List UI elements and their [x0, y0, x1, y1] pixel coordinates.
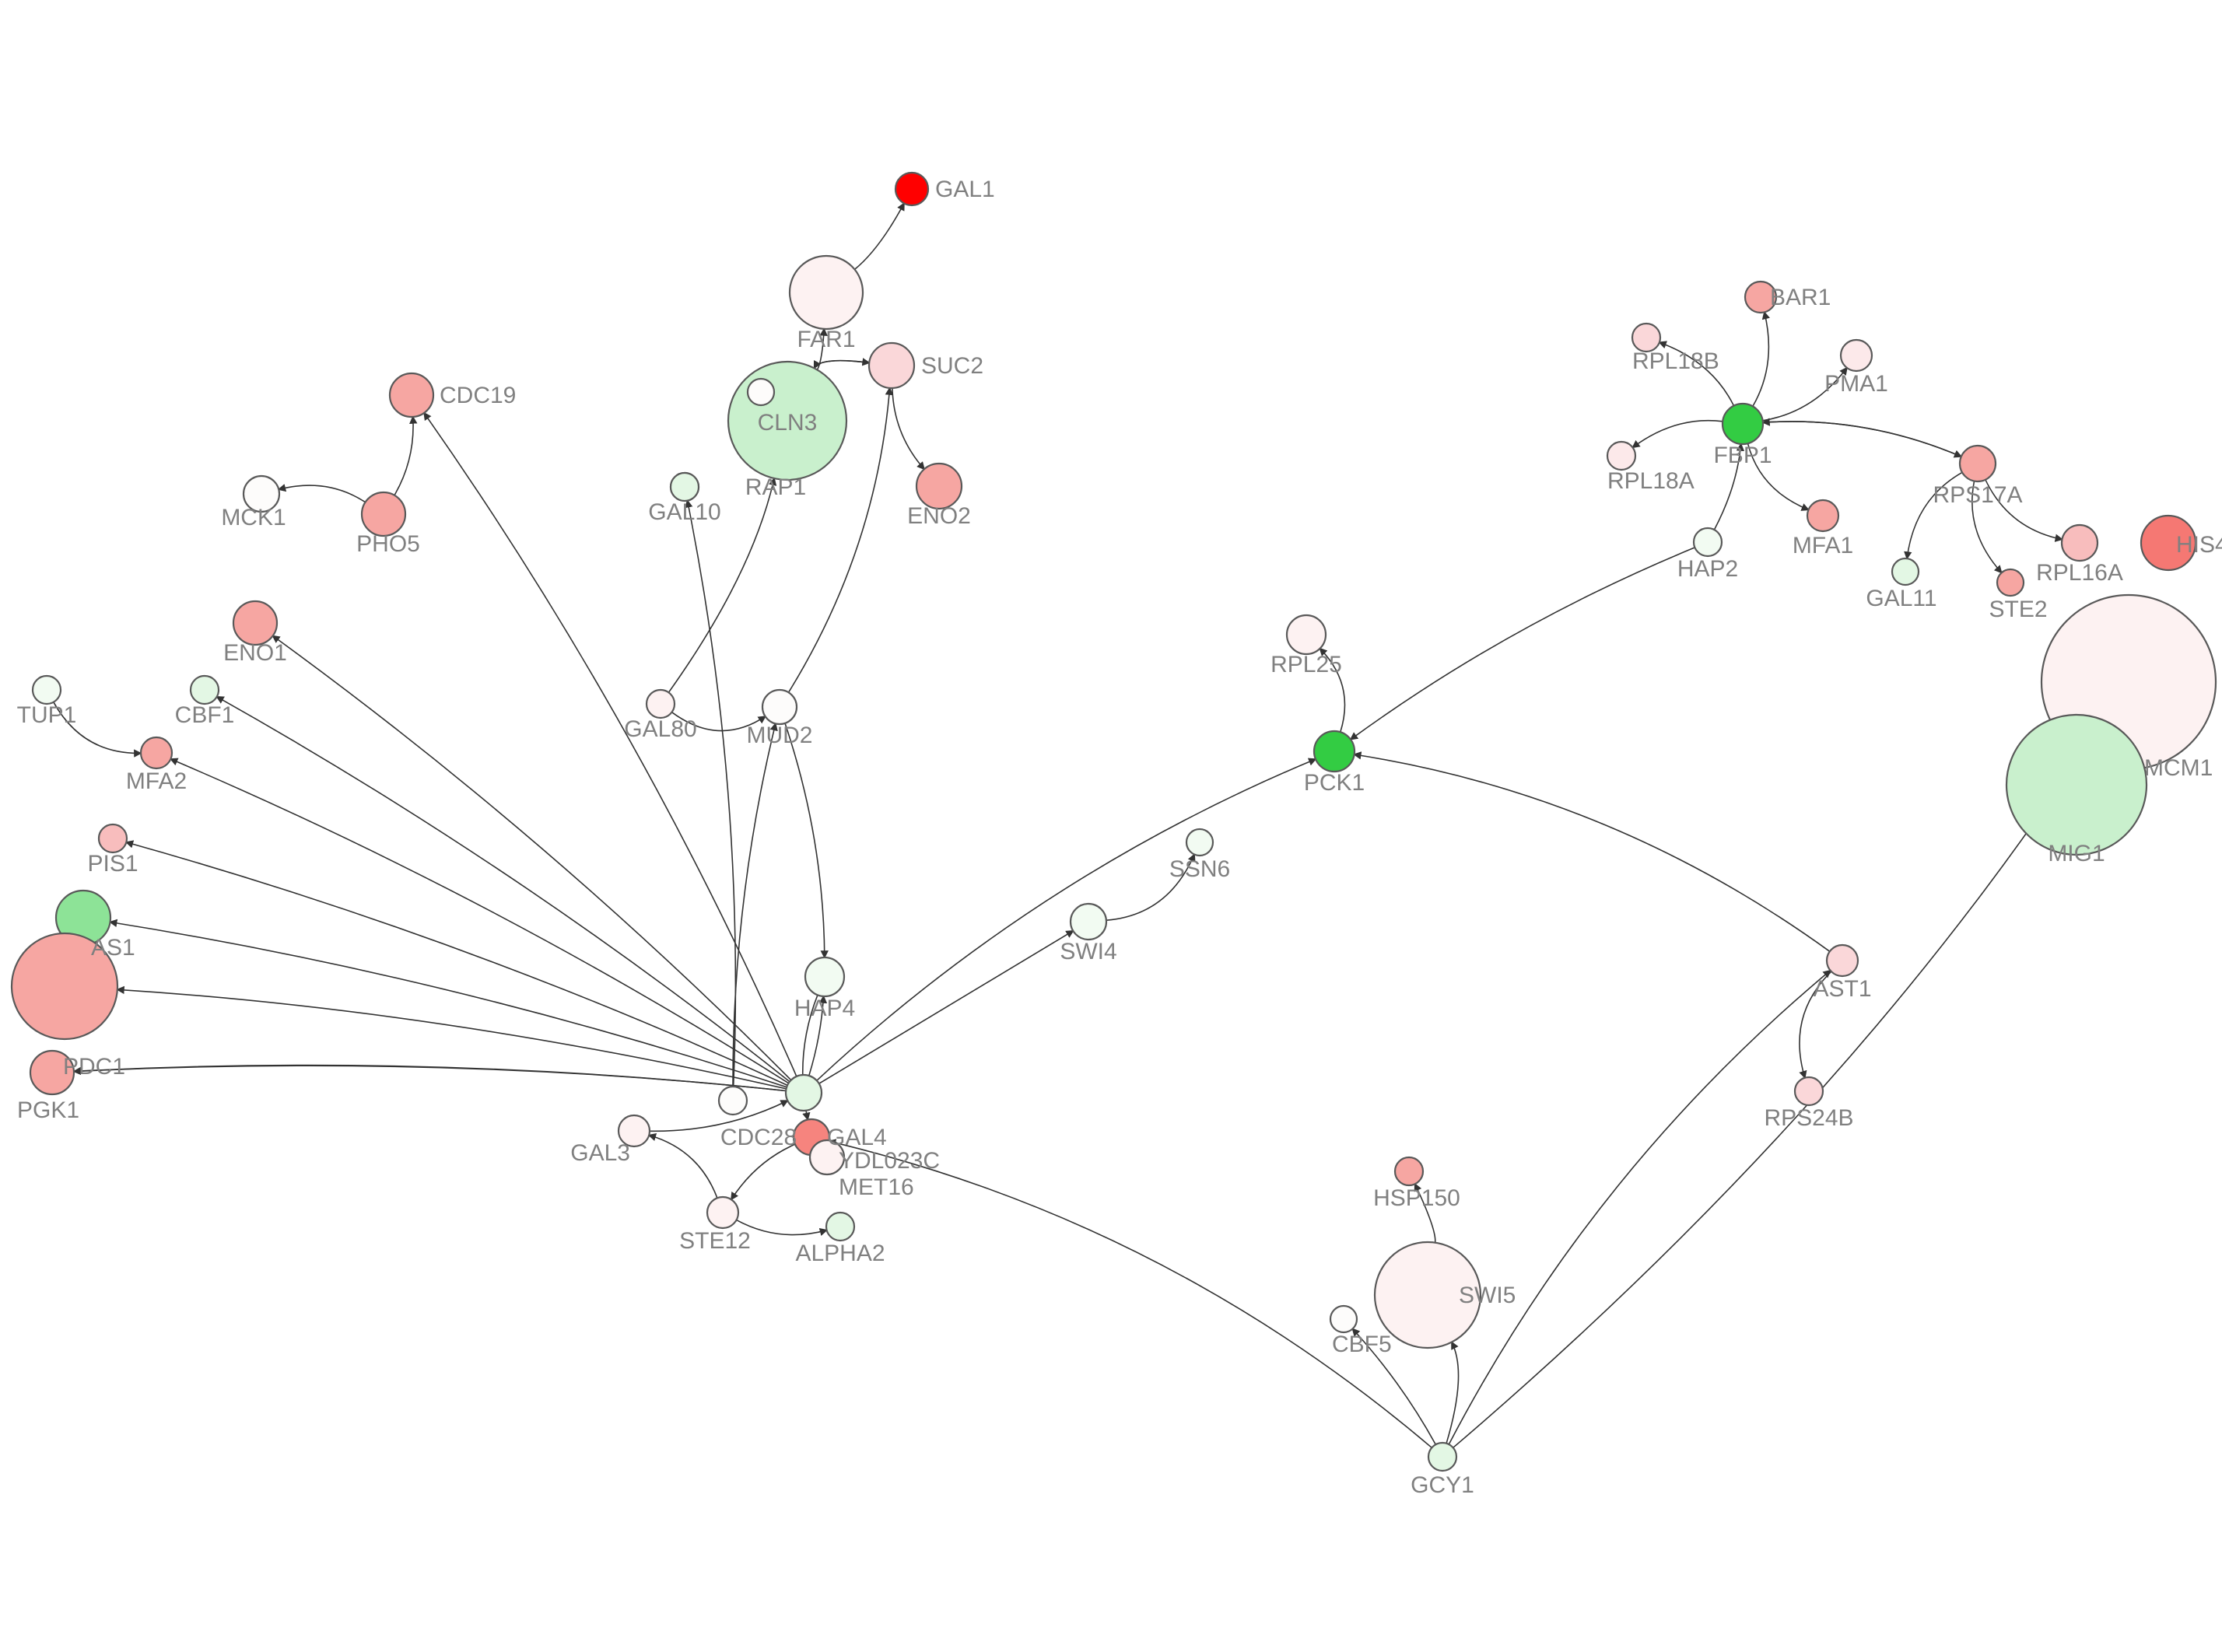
- svg-text:ENO2: ENO2: [907, 503, 971, 529]
- svg-text:ALPHA2: ALPHA2: [795, 1241, 885, 1266]
- svg-text:GAL10: GAL10: [648, 499, 720, 525]
- svg-text:GCY1: GCY1: [1411, 1472, 1474, 1498]
- svg-text:GAL80: GAL80: [624, 716, 696, 742]
- svg-text:CBF5: CBF5: [1332, 1332, 1392, 1357]
- svg-text:FBP1: FBP1: [1713, 443, 1772, 468]
- svg-text:CDC19: CDC19: [440, 383, 516, 408]
- svg-text:PMA1: PMA1: [1824, 371, 1888, 397]
- svg-text:RPL25: RPL25: [1270, 652, 1342, 677]
- svg-text:MCK1: MCK1: [221, 505, 286, 530]
- svg-text:MFA2: MFA2: [126, 768, 187, 794]
- svg-text:CDC28: CDC28: [720, 1125, 797, 1150]
- svg-text:BAR1: BAR1: [1770, 285, 1831, 310]
- svg-text:YDL023C: YDL023C: [839, 1148, 940, 1174]
- svg-text:SWI4: SWI4: [1060, 939, 1116, 964]
- svg-text:PIS1: PIS1: [87, 851, 138, 877]
- svg-text:HAP4: HAP4: [794, 996, 855, 1021]
- svg-text:MUD2: MUD2: [746, 723, 812, 748]
- svg-text:STE2: STE2: [1989, 597, 2047, 622]
- svg-text:RAP1: RAP1: [745, 474, 806, 500]
- svg-text:SSN6: SSN6: [1169, 856, 1230, 882]
- svg-text:RPS24B: RPS24B: [1764, 1105, 1853, 1131]
- svg-text:MCM1: MCM1: [2144, 755, 2213, 781]
- svg-text:GAL3: GAL3: [570, 1140, 630, 1166]
- svg-text:RPL16A: RPL16A: [2036, 560, 2123, 586]
- svg-text:GAL11: GAL11: [1866, 586, 1936, 611]
- svg-text:RPL18B: RPL18B: [1632, 348, 1719, 374]
- svg-text:AST1: AST1: [1813, 976, 1871, 1002]
- svg-text:TUP1: TUP1: [17, 702, 77, 728]
- svg-text:HAP2: HAP2: [1677, 556, 1738, 582]
- svg-text:MFA1: MFA1: [1793, 533, 1853, 558]
- svg-text:CLN3: CLN3: [758, 410, 818, 436]
- svg-text:SWI5: SWI5: [1459, 1283, 1516, 1308]
- svg-text:STE12: STE12: [679, 1228, 751, 1254]
- svg-text:PDC1: PDC1: [63, 1054, 125, 1080]
- svg-text:ENO1: ENO1: [223, 640, 287, 666]
- svg-text:MET16: MET16: [839, 1174, 914, 1200]
- svg-text:PHO5: PHO5: [356, 531, 420, 557]
- svg-text:HIS4: HIS4: [2176, 532, 2222, 558]
- svg-text:CBF1: CBF1: [175, 702, 235, 728]
- svg-text:AS1: AS1: [91, 935, 135, 961]
- svg-text:RPS17A: RPS17A: [1933, 482, 2022, 508]
- svg-text:HSP150: HSP150: [1373, 1185, 1460, 1211]
- svg-text:FAR1: FAR1: [797, 327, 855, 352]
- svg-text:SUC2: SUC2: [921, 353, 983, 379]
- svg-text:PCK1: PCK1: [1304, 770, 1365, 796]
- svg-text:GAL4: GAL4: [827, 1125, 887, 1150]
- svg-text:MIG1: MIG1: [2048, 841, 2105, 866]
- svg-text:GAL1: GAL1: [935, 177, 995, 202]
- svg-text:RPL18A: RPL18A: [1607, 468, 1695, 494]
- svg-text:PGK1: PGK1: [17, 1097, 79, 1123]
